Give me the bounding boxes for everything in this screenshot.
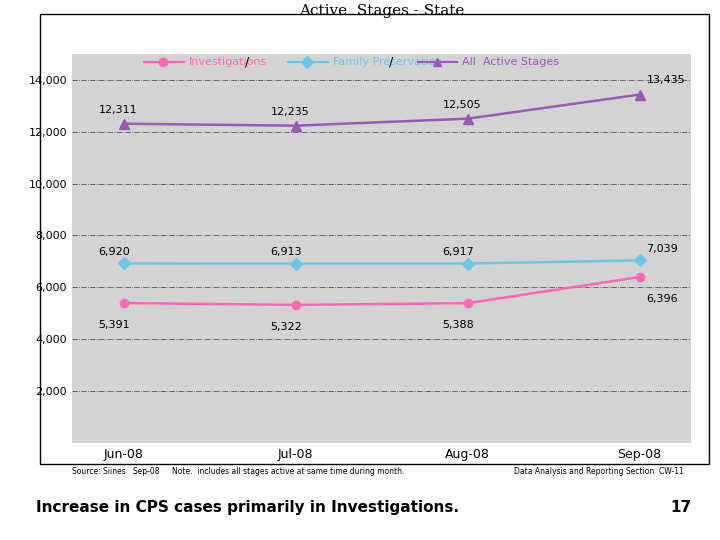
Text: 12,311: 12,311 bbox=[99, 105, 138, 114]
Text: Source: Siines   Sep-08: Source: Siines Sep-08 bbox=[72, 467, 160, 476]
Text: 17: 17 bbox=[670, 500, 691, 515]
Text: /: / bbox=[389, 56, 393, 69]
Text: 12,505: 12,505 bbox=[443, 99, 481, 110]
Text: 6,913: 6,913 bbox=[271, 247, 302, 257]
Title: Child  Protective  Services
Active  Stages - State: Child Protective Services Active Stages … bbox=[279, 0, 484, 18]
Text: Data Analysis and Reporting Section  CW-11: Data Analysis and Reporting Section CW-1… bbox=[514, 467, 684, 476]
Text: 13,435: 13,435 bbox=[647, 76, 685, 85]
Text: Note.  includes all stages active at same time during month.: Note. includes all stages active at same… bbox=[172, 467, 404, 476]
Text: /: / bbox=[245, 56, 249, 69]
Text: 6,917: 6,917 bbox=[443, 247, 474, 257]
Text: 5,391: 5,391 bbox=[99, 320, 130, 330]
Text: All  Active Stages: All Active Stages bbox=[462, 57, 559, 67]
Text: 12,235: 12,235 bbox=[271, 106, 310, 117]
Text: 5,322: 5,322 bbox=[271, 322, 302, 332]
Text: Family Preservation: Family Preservation bbox=[333, 57, 442, 67]
Text: Increase in CPS cases primarily in Investigations.: Increase in CPS cases primarily in Inves… bbox=[36, 500, 459, 515]
Text: 7,039: 7,039 bbox=[647, 244, 678, 254]
Text: 6,396: 6,396 bbox=[647, 294, 678, 304]
Text: 6,920: 6,920 bbox=[99, 247, 130, 257]
Text: 5,388: 5,388 bbox=[443, 320, 474, 330]
Text: Investigations: Investigations bbox=[189, 57, 267, 67]
